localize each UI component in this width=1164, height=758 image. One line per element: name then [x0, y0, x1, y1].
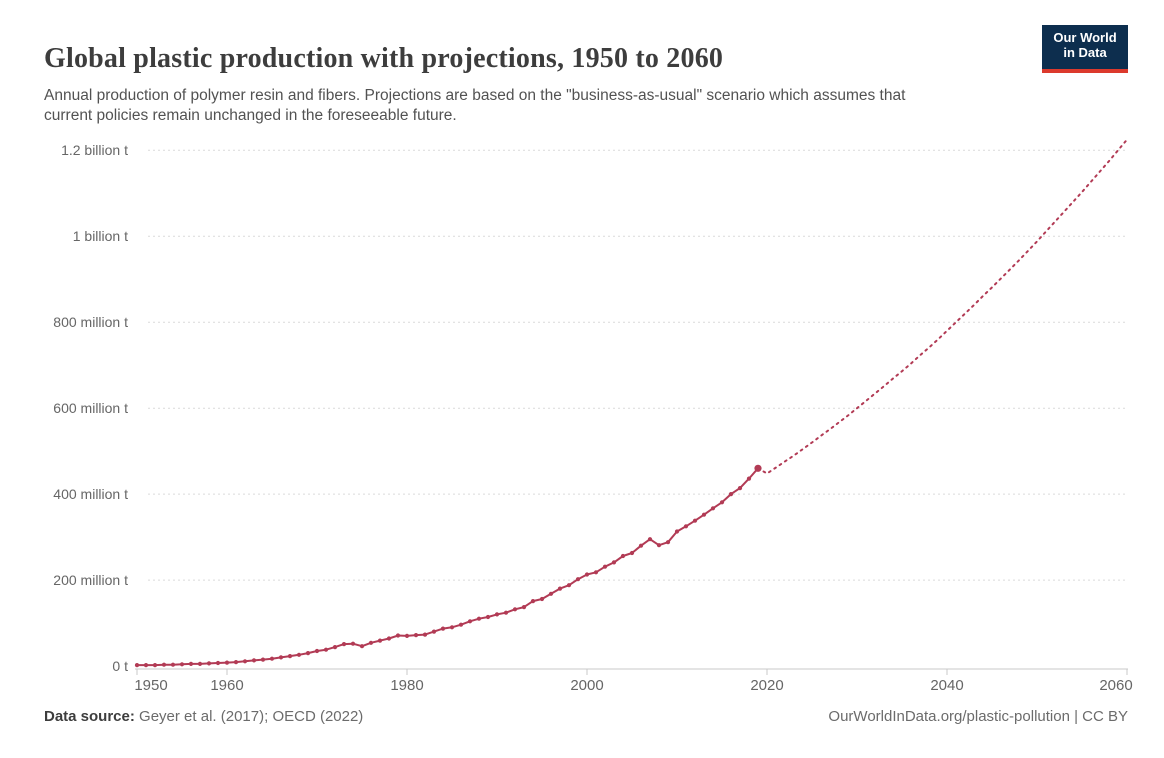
data-point[interactable] [557, 586, 563, 591]
x-axis-label: 2000 [570, 677, 604, 694]
y-axis-label: 1 billion t [72, 228, 128, 244]
data-point[interactable] [278, 655, 284, 660]
x-axis-label: 2060 [1099, 677, 1133, 694]
data-point[interactable] [476, 616, 482, 621]
data-point[interactable] [395, 633, 401, 638]
data-source-note: Data source: Geyer et al. (2017); OECD (… [44, 708, 363, 725]
data-point[interactable] [323, 647, 329, 652]
data-point[interactable] [647, 537, 653, 542]
x-axis-label: 2020 [750, 677, 784, 694]
data-point[interactable] [350, 641, 356, 646]
data-point[interactable] [368, 640, 374, 645]
data-point[interactable] [269, 656, 275, 661]
data-point[interactable] [413, 633, 419, 638]
data-point[interactable] [611, 560, 617, 565]
data-point[interactable] [701, 512, 707, 517]
data-point[interactable] [386, 636, 392, 641]
data-point[interactable] [629, 550, 635, 556]
y-axis-label: 0 t [112, 658, 128, 674]
data-point[interactable] [728, 492, 734, 497]
data-point[interactable] [449, 625, 455, 630]
data-point[interactable] [197, 661, 203, 667]
y-axis-label: 400 million t [53, 486, 128, 502]
data-point[interactable] [602, 564, 608, 569]
data-point[interactable] [584, 572, 590, 577]
data-point[interactable] [692, 518, 698, 523]
y-axis-label: 600 million t [53, 400, 128, 416]
chart-subtitle: Annual production of polymer resin and f… [44, 86, 906, 124]
data-point[interactable] [593, 570, 599, 575]
data-point[interactable] [719, 500, 725, 505]
data-source-label: Data source: [44, 708, 135, 725]
data-point[interactable] [170, 662, 176, 667]
projection-line[interactable] [757, 138, 1128, 475]
data-point[interactable] [422, 632, 428, 637]
data-point[interactable] [260, 657, 266, 662]
data-point[interactable] [332, 645, 338, 650]
data-point[interactable] [638, 543, 644, 548]
data-point[interactable] [521, 605, 527, 610]
data-point[interactable] [377, 638, 383, 643]
data-point[interactable] [233, 660, 239, 665]
data-point[interactable] [575, 577, 581, 582]
data-point[interactable] [161, 662, 167, 667]
data-point[interactable] [539, 596, 545, 602]
data-point[interactable] [566, 583, 572, 588]
data-point[interactable] [683, 524, 689, 529]
data-point[interactable] [404, 633, 410, 639]
data-point[interactable] [206, 661, 212, 666]
data-point[interactable] [620, 553, 626, 559]
data-point[interactable] [656, 543, 662, 548]
data-point[interactable] [530, 599, 536, 604]
historical-line[interactable] [137, 467, 759, 667]
data-point[interactable] [431, 629, 437, 634]
data-point[interactable] [485, 614, 491, 620]
data-point[interactable] [188, 661, 194, 667]
data-point[interactable] [251, 658, 257, 663]
owid-logo-line1: Our World [1053, 30, 1117, 45]
credit-link[interactable]: OurWorldInData.org/plastic-pollution | C… [828, 708, 1128, 725]
x-axis-label: 1950 [134, 677, 168, 694]
data-point[interactable] [467, 619, 473, 624]
data-point[interactable] [665, 540, 671, 545]
x-axis-label: 2040 [930, 677, 964, 694]
data-point[interactable] [287, 654, 293, 659]
data-point[interactable] [341, 642, 347, 647]
x-axis-label: 1960 [210, 677, 244, 694]
y-axis-label: 800 million t [53, 314, 128, 330]
data-point[interactable] [359, 644, 365, 649]
data-point[interactable] [215, 660, 221, 666]
data-point[interactable] [710, 506, 716, 511]
data-point[interactable] [143, 663, 149, 668]
data-point[interactable] [737, 486, 743, 491]
data-point[interactable] [440, 626, 446, 631]
data-point[interactable] [296, 652, 302, 657]
owid-logo[interactable]: Our World in Data [1042, 25, 1128, 73]
data-source-value: Geyer et al. (2017); OECD (2022) [134, 708, 364, 725]
data-point[interactable] [152, 663, 158, 668]
y-axis-label: 200 million t [53, 572, 128, 588]
data-point[interactable] [134, 663, 140, 668]
data-point[interactable] [548, 591, 554, 596]
page-title: Global plastic production with projectio… [44, 42, 724, 74]
data-point[interactable] [224, 660, 230, 665]
data-point[interactable] [305, 651, 311, 656]
data-point[interactable] [242, 659, 248, 664]
y-axis-label: 1.2 billion t [61, 142, 128, 158]
data-point[interactable] [179, 662, 185, 667]
data-point[interactable] [314, 648, 320, 654]
data-point[interactable] [674, 529, 680, 534]
data-point[interactable] [494, 612, 500, 617]
data-point[interactable] [458, 622, 464, 627]
owid-logo-line2: in Data [1063, 45, 1107, 60]
data-point[interactable] [746, 476, 752, 481]
x-axis-label: 1980 [390, 677, 424, 694]
data-point[interactable] [503, 610, 509, 615]
data-point[interactable] [512, 607, 518, 612]
